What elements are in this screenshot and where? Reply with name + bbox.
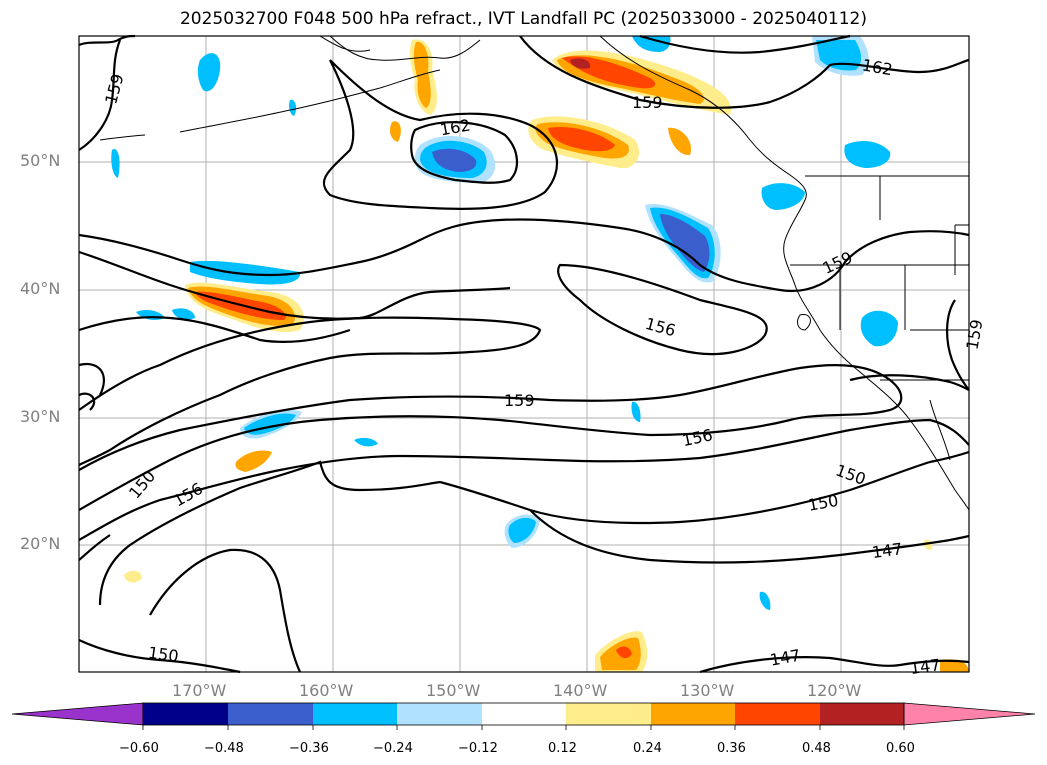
lat-label: 50°N <box>20 151 61 170</box>
colorbar-bin <box>143 703 228 725</box>
lon-label: 120°W <box>807 681 862 700</box>
colorbar-bin <box>820 703 904 725</box>
anomaly-area <box>632 36 671 52</box>
lat-label: 20°N <box>20 534 61 553</box>
lat-label: 40°N <box>20 279 61 298</box>
lon-label: 150°W <box>426 681 481 700</box>
colorbar-bin <box>735 703 820 725</box>
lon-label: 160°W <box>299 681 354 700</box>
anomaly-area <box>289 99 297 116</box>
contour-label: 159 <box>632 93 663 112</box>
anomaly-area <box>390 121 401 142</box>
anomaly-area <box>197 53 221 92</box>
colorbar-tick-label: −0.60 <box>119 741 159 756</box>
colorbar-bin <box>313 703 397 725</box>
colorbar-bin <box>397 703 482 725</box>
colorbar-tick-label: 0.60 <box>886 741 915 756</box>
anomaly-area <box>354 437 378 447</box>
colorbar-bin <box>228 703 313 725</box>
lat-label: 30°N <box>20 407 61 426</box>
colorbar-tick-label: 0.48 <box>802 741 831 756</box>
anomaly-area <box>761 183 805 210</box>
anomaly-area <box>816 40 862 71</box>
lon-label: 130°W <box>680 681 735 700</box>
anomaly-area <box>940 659 969 672</box>
coastlines <box>99 35 970 511</box>
anomaly-area <box>844 140 891 168</box>
colorbar-tick-label: −0.24 <box>373 741 413 756</box>
lon-label: 140°W <box>553 681 608 700</box>
colorbar-tick-label: 0.36 <box>717 741 746 756</box>
contours <box>78 34 970 674</box>
colorbar-tick-label: −0.36 <box>289 741 329 756</box>
anomaly-area <box>111 149 120 178</box>
colorbar-tick-label: 0.12 <box>548 741 577 756</box>
colorbar-bin <box>482 703 566 725</box>
colorbar-bin <box>651 703 735 725</box>
colorbar-tick-label: 0.24 <box>633 741 662 756</box>
anomaly-area <box>660 214 710 272</box>
anomaly-area <box>508 517 536 543</box>
anomaly-area <box>190 260 301 285</box>
colorbar <box>11 702 1036 730</box>
contour-label: 150 <box>147 643 180 666</box>
map-title: 2025032700 F048 500 hPa refract., IVT La… <box>179 9 867 29</box>
contour-label: 147 <box>871 539 904 562</box>
anomaly-area <box>616 646 632 659</box>
anomaly-area <box>172 308 195 320</box>
anomaly-area <box>124 570 142 583</box>
contour-label: 147 <box>909 655 942 678</box>
colorbar-tick-label: −0.48 <box>204 741 244 756</box>
contour-label: 159 <box>962 318 986 351</box>
colorbar-extend-low <box>11 702 144 726</box>
colorbar-extend-high <box>903 702 1036 726</box>
map-frame <box>78 35 970 673</box>
anomaly-area <box>570 58 591 69</box>
contour-label: 159 <box>504 391 535 410</box>
anomaly-area <box>631 401 641 422</box>
anomaly-area <box>668 127 691 156</box>
anomaly-area <box>759 591 771 610</box>
colorbar-tick-label: −0.12 <box>458 741 498 756</box>
anomaly-area <box>432 148 477 172</box>
anomaly-area <box>235 450 272 472</box>
anomaly-area <box>860 310 898 347</box>
colorbar-bin <box>566 703 651 725</box>
lon-label: 170°W <box>172 681 227 700</box>
anomaly-area <box>548 126 615 152</box>
map-panel <box>79 36 969 672</box>
